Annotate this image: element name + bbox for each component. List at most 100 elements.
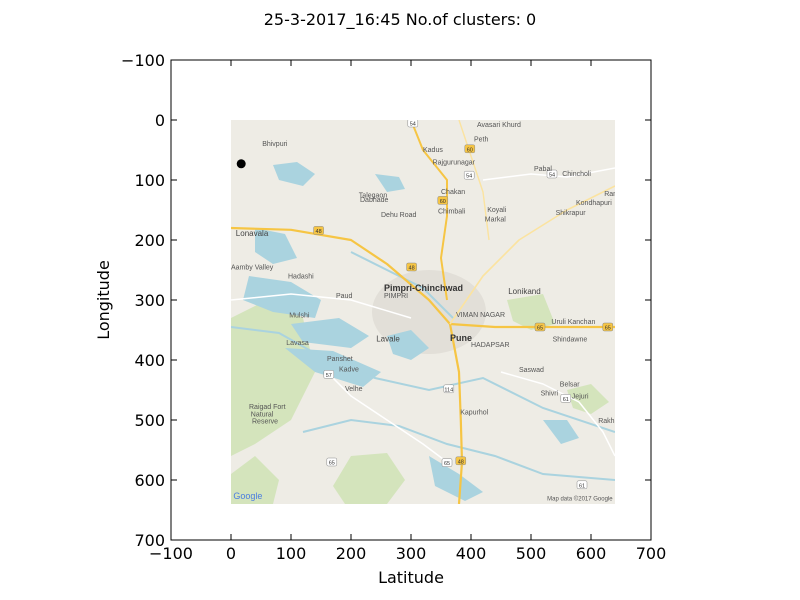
map-place-label: Peth [474,137,489,144]
highway-shield-13: 65 [441,458,453,467]
road-2 [448,323,464,504]
water-body-8 [375,174,405,192]
y-tick-label: 700 [134,531,165,550]
highway-shield-box [546,169,558,179]
scatter-point [236,159,246,169]
road-4 [449,185,615,325]
green-area-2 [333,453,405,504]
highway-shield-box [437,196,449,205]
water-body-5 [387,330,429,360]
map-place-label: Kondhapuri [576,200,612,207]
highway-shield-label: 61 [579,483,585,489]
highway-shield-box [602,322,614,332]
map-place-label: Kapurhol [460,410,488,417]
highway-shield-9: 57 [323,370,335,379]
map-place-label: Ran [604,191,617,198]
highway-shield-box [455,456,467,466]
map-place-label: HADAPSAR [471,342,510,349]
highway-shield-8: 65 [602,322,614,332]
river-1 [302,418,615,481]
highway-shield-box [443,384,455,394]
map-place-label: Belsar [560,381,581,388]
map-credit-text: Map data ©2017 Google [547,495,613,502]
water-body-0 [273,162,315,186]
x-tick-label: 300 [396,544,427,563]
highway-shield-label: 48 [316,229,322,235]
y-tick-label: 500 [134,411,165,430]
x-tick-label: 200 [336,544,367,563]
map-place-label: Panshet [327,356,353,363]
map-place-label: Rajgurunagar [433,159,476,166]
highway-shield-12: 65 [326,457,338,467]
highway-shield-7: 65 [534,322,546,332]
map-place-label: Bhivpuri [262,141,288,148]
highway-shield-box [534,322,546,332]
map-content: 54 60 54 54 48 60 48 65 65 57 114 61 65 65 48 61 Avasari… [231,120,617,504]
chart-title: 25-3-2017_16:45 No.of clusters: 0 [264,10,536,30]
map-place-label: Koyali [487,207,507,214]
highway-shield-3: 54 [546,169,558,179]
x-tick-label: 400 [456,544,487,563]
map-place-label: Jejuri [572,393,589,400]
map-place-label: Talegaon [359,192,388,199]
highway-shield-label: 65 [329,461,335,467]
highway-shield-box [560,394,572,403]
highway-shield-label: 57 [326,373,332,379]
road-0 [231,226,451,325]
x-tick-label: −100 [149,544,193,563]
green-area-4 [567,384,609,414]
map-place-label: Markal [485,216,506,223]
highway-shield-1: 60 [464,144,476,154]
green-area-3 [507,294,555,330]
axis-ticks: −100 0 100 200 300 400 500 600 700−1000100200300… [121,51,666,563]
map-town-label: Lavale [376,334,400,343]
map-place-label: Kadve [339,366,359,373]
water-body-7 [543,420,579,444]
highway-shield-label: 65 [605,326,611,332]
map-place-label: Raigad Fort [249,404,286,411]
y-tick-label: 200 [134,231,165,250]
road-7 [326,371,448,463]
highway-shield-label: 48 [409,266,415,272]
map-city-label: Pune [450,333,472,343]
highway-shield-box [464,144,476,154]
map-place-label: Aamby Valley [231,264,274,271]
highway-shield-box [576,480,588,490]
x-axis-label: Latitude [378,568,444,587]
highway-shield-14: 48 [455,456,467,466]
highway-shield-2: 54 [463,170,475,180]
map-place-label: Pabal [534,166,552,173]
highway-shield-label: 114 [444,387,453,393]
highway-shield-6: 48 [406,262,417,272]
road-1 [449,322,615,329]
highway-shield-11: 61 [560,394,572,403]
highway-shield-box [326,457,338,467]
highway-shield-box [406,262,417,272]
highway-shield-10: 114 [443,384,455,394]
x-tick-label: 600 [576,544,607,563]
google-logo: Google [233,491,262,501]
y-tick-label: 300 [134,291,165,310]
water-body-2 [243,276,321,318]
green-area-0 [231,300,315,456]
road-5 [458,120,490,241]
map-place-label: Dehu Road [381,212,417,219]
map-place-label: Mulshi [289,312,310,319]
highway-shield-label: 65 [444,461,450,467]
map-place-label: Rakh [598,418,614,425]
y-tick-label: 0 [155,111,165,130]
highway-shield-box [463,170,475,180]
highway-shield-label: 61 [563,397,569,403]
y-tick-label: 400 [134,351,165,370]
water-body-3 [291,318,369,348]
highway-shield-15: 61 [576,480,588,490]
map-town-label: Lonikand [508,287,540,296]
highway-shield-label: 48 [458,459,464,465]
river-0 [231,326,615,433]
water-body-4 [285,348,381,387]
y-tick-label: 600 [134,471,165,490]
map-place-label: PIMPRI [384,293,408,300]
map-place-label: Paud [336,293,352,300]
map-place-label: Hadashi [288,273,314,280]
